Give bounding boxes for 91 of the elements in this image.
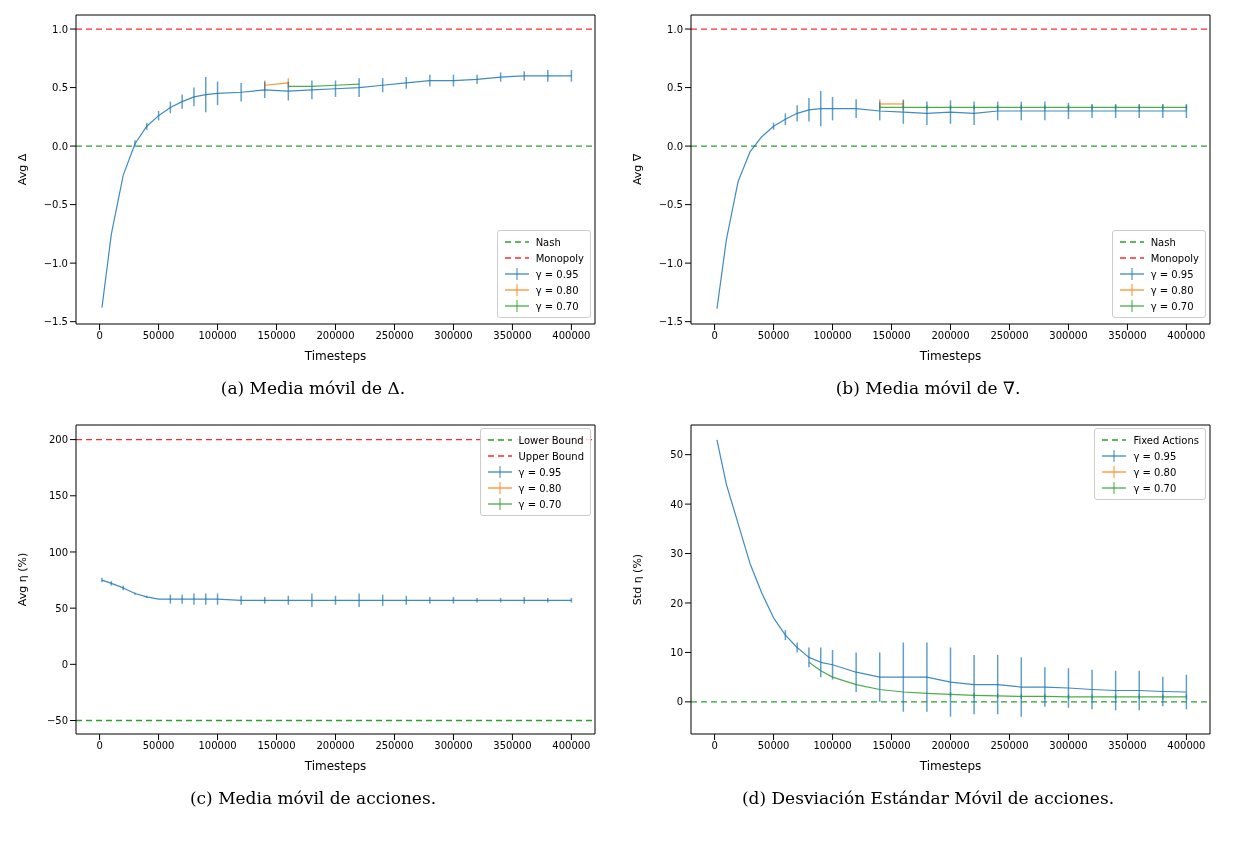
x-axis-title: Timesteps xyxy=(303,349,367,363)
legend-label: Upper Bound xyxy=(518,450,584,462)
y-tick-label: 200 xyxy=(48,434,68,446)
x-tick-label: 400000 xyxy=(1167,330,1206,342)
x-tick-label: 0 xyxy=(711,330,718,342)
y-tick-label: 30 xyxy=(670,548,683,560)
x-tick-label: 350000 xyxy=(1108,330,1147,342)
legend-label: γ = 0.70 xyxy=(1133,482,1177,494)
y-tick-label: 1.0 xyxy=(52,23,68,35)
x-tick-label: 50000 xyxy=(142,330,175,342)
x-tick-label: 150000 xyxy=(257,740,296,752)
x-tick-label: 400000 xyxy=(1167,740,1206,752)
x-tick-label: 150000 xyxy=(257,330,296,342)
y-tick-label: −1.0 xyxy=(43,257,68,269)
y-tick-label: −1.5 xyxy=(658,316,683,328)
x-tick-label: 200000 xyxy=(931,740,970,752)
x-tick-label: 50000 xyxy=(757,330,790,342)
y-tick-label: 20 xyxy=(670,597,683,609)
legend-label: Nash xyxy=(1150,236,1176,248)
y-tick-label: −1.5 xyxy=(43,316,68,328)
text: (b) Media móvil de ∇. xyxy=(834,378,1022,400)
text: (a) Media móvil de Δ. xyxy=(219,378,407,400)
y-tick-label: 0 xyxy=(61,658,68,670)
x-tick-label: 0 xyxy=(96,330,103,342)
y-tick-label: −1.0 xyxy=(658,257,683,269)
y-axis-title: Avg η (%) xyxy=(15,552,29,607)
y-tick-label: 150 xyxy=(48,490,68,502)
x-tick-label: 250000 xyxy=(375,330,414,342)
legend-label: Nash xyxy=(535,236,561,248)
x-tick-label: 350000 xyxy=(493,740,532,752)
legend-label: γ = 0.80 xyxy=(535,284,579,296)
x-tick-label: 300000 xyxy=(1049,740,1088,752)
x-tick-label: 100000 xyxy=(813,740,852,752)
legend-label: Lower Bound xyxy=(518,434,584,446)
legend-label: γ = 0.70 xyxy=(535,300,579,312)
x-tick-label: 200000 xyxy=(931,330,970,342)
legend-label: Fixed Actions xyxy=(1133,434,1199,446)
legend-label: γ = 0.70 xyxy=(518,498,562,510)
legend-label: γ = 0.95 xyxy=(535,268,579,280)
legend-label: γ = 0.80 xyxy=(1133,466,1177,478)
x-tick-label: 100000 xyxy=(813,330,852,342)
y-tick-label: 50 xyxy=(55,602,68,614)
x-tick-label: 100000 xyxy=(198,330,237,342)
x-tick-label: 250000 xyxy=(990,330,1029,342)
legend-label: γ = 0.95 xyxy=(1133,450,1177,462)
y-tick-label: −0.5 xyxy=(43,199,68,211)
x-axis-title: Timesteps xyxy=(918,349,982,363)
legend-label: γ = 0.80 xyxy=(518,482,562,494)
y-tick-label: −50 xyxy=(46,715,68,727)
y-tick-label: 100 xyxy=(48,546,68,558)
x-axis-title: Timesteps xyxy=(918,759,982,773)
y-tick-label: 40 xyxy=(670,498,683,510)
y-axis-title: Std η (%) xyxy=(630,553,644,606)
legend-label: γ = 0.95 xyxy=(1150,268,1194,280)
x-tick-label: 400000 xyxy=(552,740,591,752)
y-tick-label: 0.5 xyxy=(667,82,683,94)
x-tick-label: 250000 xyxy=(375,740,414,752)
x-tick-label: 350000 xyxy=(1108,740,1147,752)
legend-label: γ = 0.80 xyxy=(1150,284,1194,296)
x-tick-label: 400000 xyxy=(552,330,591,342)
x-tick-label: 200000 xyxy=(316,740,355,752)
x-tick-label: 300000 xyxy=(434,740,473,752)
x-tick-label: 50000 xyxy=(142,740,175,752)
y-tick-label: 50 xyxy=(670,449,683,461)
y-tick-label: 1.0 xyxy=(667,23,683,35)
y-tick-label: 0 xyxy=(676,696,683,708)
y-tick-label: 0.5 xyxy=(52,82,68,94)
y-tick-label: 0.0 xyxy=(667,140,683,152)
legend-label: Monopoly xyxy=(535,252,584,264)
x-axis-title: Timesteps xyxy=(303,759,367,773)
x-tick-label: 50000 xyxy=(757,740,790,752)
x-tick-label: 250000 xyxy=(990,740,1029,752)
legend-label: γ = 0.70 xyxy=(1150,300,1194,312)
y-tick-label: 0.0 xyxy=(52,140,68,152)
legend-label: Monopoly xyxy=(1150,252,1199,264)
y-axis-title: Avg Δ xyxy=(15,153,29,186)
x-tick-label: 150000 xyxy=(872,740,911,752)
x-tick-label: 0 xyxy=(96,740,103,752)
x-tick-label: 300000 xyxy=(1049,330,1088,342)
x-tick-label: 300000 xyxy=(434,330,473,342)
x-tick-label: 100000 xyxy=(198,740,237,752)
legend-label: γ = 0.95 xyxy=(518,466,562,478)
text: (d) Desviación Estándar Móvil de acciones. xyxy=(740,788,1116,810)
x-tick-label: 200000 xyxy=(316,330,355,342)
x-tick-label: 0 xyxy=(711,740,718,752)
y-axis-title: Avg ∇ xyxy=(630,153,644,186)
text: (c) Media móvil de acciones. xyxy=(188,788,438,810)
x-tick-label: 350000 xyxy=(493,330,532,342)
y-tick-label: −0.5 xyxy=(658,199,683,211)
y-tick-label: 10 xyxy=(670,646,683,658)
x-tick-label: 150000 xyxy=(872,330,911,342)
